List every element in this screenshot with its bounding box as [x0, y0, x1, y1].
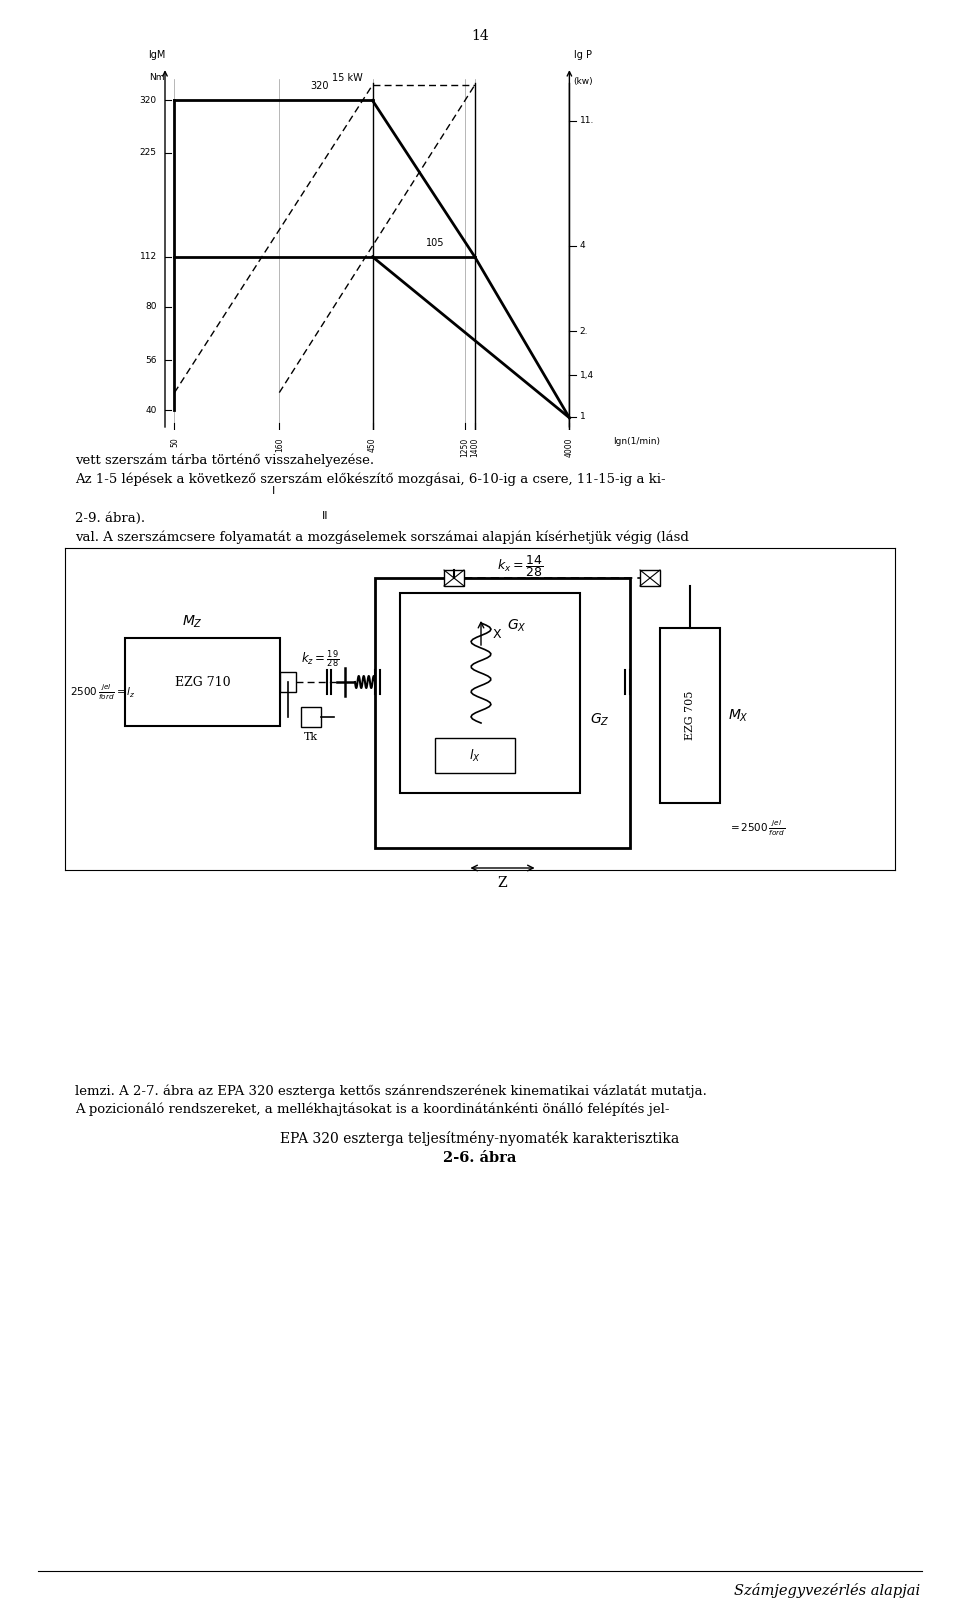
Text: 1: 1 — [580, 412, 586, 422]
Text: $k_x = \dfrac{14}{28}$: $k_x = \dfrac{14}{28}$ — [497, 553, 543, 579]
Text: X: X — [493, 629, 502, 642]
Bar — [435, 739, 515, 772]
Text: A pozicionáló rendszereket, a mellékhajtásokat is a koordinátánkénti önálló felé: A pozicionáló rendszereket, a mellékhajt… — [75, 1104, 669, 1117]
Text: Z: Z — [497, 875, 507, 890]
Text: vett szerszám tárba történő visszahelyezése.: vett szerszám tárba történő visszahelyez… — [75, 454, 374, 467]
Text: ábrán csak az egyik látható) forgó asztallal van építve, tehát egy ún. 5D-s gép.: ábrán csak az egyik látható) forgó aszta… — [75, 570, 679, 582]
Text: 50: 50 — [170, 438, 179, 447]
Bar — [660, 628, 720, 803]
Text: lgM: lgM — [148, 50, 165, 60]
Text: 320: 320 — [139, 97, 156, 105]
Text: EPA 320 eszterga teljesítmény-nyomaték karakterisztika: EPA 320 eszterga teljesítmény-nyomaték k… — [280, 1131, 680, 1146]
Text: val. A szerszámcsere folyamatát a mozgáselemek sorszámai alapján kísérhetjük vég: val. A szerszámcsere folyamatát a mozgás… — [75, 531, 689, 544]
Text: $= 2500\,\frac{jel}{ford}$: $= 2500\,\frac{jel}{ford}$ — [728, 817, 785, 838]
Text: 80: 80 — [145, 302, 156, 312]
Text: 1,4: 1,4 — [580, 372, 594, 380]
Bar — [444, 570, 464, 586]
Bar — [125, 639, 280, 726]
Text: 11.: 11. — [580, 116, 594, 126]
Text: A végrehajtó elemek koordinátánként egyenáramú szervomotorok, a mozgás-átalakító: A végrehajtó elemek koordinátánként egye… — [75, 679, 687, 692]
Text: $M_Z$: $M_Z$ — [182, 613, 203, 631]
Text: $G_X$: $G_X$ — [507, 618, 527, 634]
Text: 4: 4 — [580, 241, 586, 251]
Text: 450: 450 — [368, 438, 377, 452]
Text: A megmunkáló központok felépítésére is az esztergapéldán bemutatottak a jellemző: A megmunkáló központok felépítésére is a… — [75, 626, 652, 639]
Text: természetesen a feladatuk különbözőségéből fakadó eltérésekkel. A 2-8. ábra a TC: természetesen a feladatuk különbözőségéb… — [75, 607, 675, 621]
Bar — [400, 594, 580, 793]
Text: Számjegyvezérlés alapjai: Számjegyvezérlés alapjai — [733, 1583, 920, 1598]
Text: 14: 14 — [471, 29, 489, 43]
Text: $2500\,\frac{jel}{ford} = l_z$: $2500\,\frac{jel}{ford} = l_z$ — [70, 682, 135, 702]
Text: EZG 705: EZG 705 — [685, 690, 695, 740]
Text: 2-7. ábra: 2-7. ábra — [444, 729, 516, 743]
Text: 320: 320 — [310, 80, 328, 92]
Text: 15 kW: 15 kW — [332, 72, 363, 84]
Text: 1400: 1400 — [470, 438, 479, 457]
Text: lgn(1/min): lgn(1/min) — [613, 438, 660, 446]
Text: Tk: Tk — [304, 732, 318, 742]
Text: II: II — [322, 512, 328, 521]
Text: 2-9. ábra).: 2-9. ábra). — [75, 512, 145, 525]
Text: $M_X$: $M_X$ — [728, 708, 749, 724]
Text: Az 1-5 lépések a következő szerszám előkészítő mozgásai, 6-10-ig a csere, 11-15-: Az 1-5 lépések a következő szerszám elők… — [75, 471, 665, 486]
Text: 2-6. ábra: 2-6. ábra — [444, 1150, 516, 1165]
Text: $G_Z$: $G_Z$ — [590, 713, 610, 729]
Bar — [375, 578, 630, 848]
Text: Nm: Nm — [149, 72, 164, 82]
Bar — [280, 673, 296, 692]
Text: 160: 160 — [275, 438, 284, 452]
Text: $k_z = \frac{19}{28}$: $k_z = \frac{19}{28}$ — [301, 648, 340, 669]
Text: 112: 112 — [139, 253, 156, 261]
Text: lemzi. A 2-7. ábra az EPA 320 eszterga kettős szánrendszerének kinematikai vázla: lemzi. A 2-7. ábra az EPA 320 eszterga k… — [75, 1084, 707, 1097]
Text: maró megmunkáló központ példáján szemlélteti ezt. A gép három lineáris szánnal é: maró megmunkáló központ példáján szemlél… — [75, 587, 707, 602]
Text: elem a kör szerszámtár, és a szerszámcserét végrehajtó cserélő manipulátor a ket: elem a kör szerszámtár, és a szerszámcse… — [75, 550, 709, 563]
Text: 2.: 2. — [580, 327, 588, 336]
Text: EZG 710: EZG 710 — [175, 676, 230, 689]
Text: 105: 105 — [425, 238, 444, 248]
Text: Az EPA 320 CNC eszterga szánrendszerének kinematikai vázlata: Az EPA 320 CNC eszterga szánrendszerének… — [252, 710, 708, 724]
Text: lyósorsók, az elmozdulás-érzékelők pedig ún. forgó impulzusadók.: lyósorsók, az elmozdulás-érzékelők pedig… — [75, 660, 518, 674]
Bar — [301, 706, 321, 727]
Bar — [640, 570, 660, 586]
Text: $l_X$: $l_X$ — [469, 748, 481, 764]
Text: lg P: lg P — [573, 50, 591, 60]
Text: 4000: 4000 — [564, 438, 574, 457]
Text: 225: 225 — [140, 148, 156, 158]
Text: 40: 40 — [145, 405, 156, 415]
Text: 56: 56 — [145, 356, 156, 365]
Text: 1250: 1250 — [460, 438, 469, 457]
Text: I: I — [272, 486, 276, 496]
Text: (kw): (kw) — [573, 77, 593, 85]
